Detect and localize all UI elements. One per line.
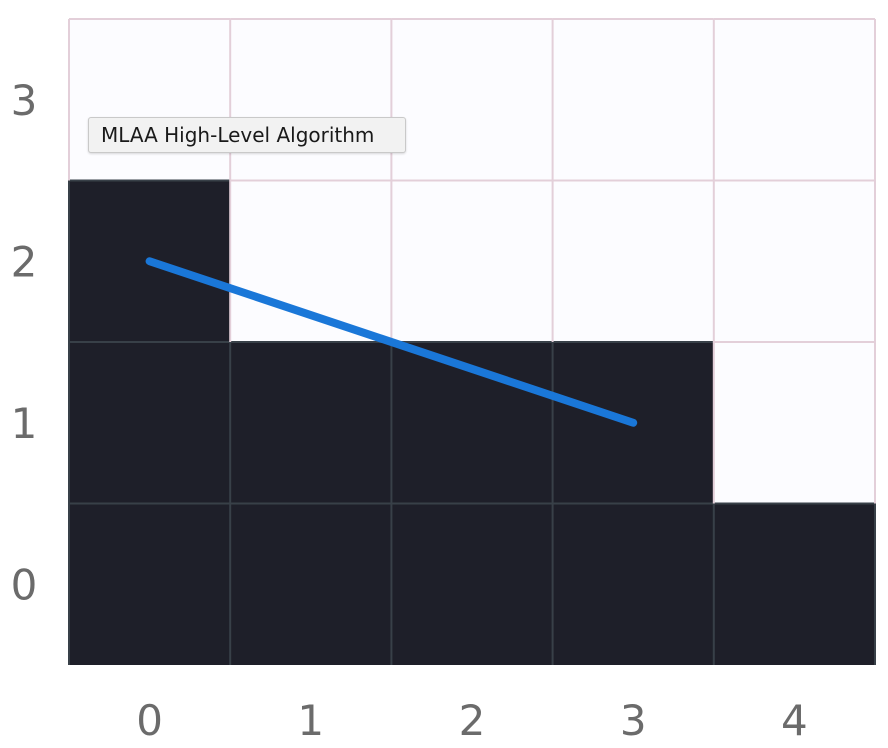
x-tick-label: 4 [781, 696, 808, 745]
x-axis-labels: 0 1 2 3 4 [136, 696, 808, 745]
x-tick-label: 0 [136, 696, 163, 745]
grid-cell [69, 19, 231, 181]
tooltip: MLAA High-Level Algorithm [88, 117, 406, 153]
y-tick-label: 0 [11, 560, 38, 609]
grid-cell [552, 503, 714, 665]
grid-cell [713, 180, 875, 342]
grid-cell [391, 503, 553, 665]
grid-cell [713, 503, 875, 665]
y-axis-labels: 0 1 2 3 [11, 76, 38, 610]
x-tick-label: 1 [297, 696, 324, 745]
grid-cell [69, 342, 231, 504]
y-tick-label: 3 [11, 76, 38, 125]
grid-cells [69, 19, 875, 665]
grid-cell [69, 503, 231, 665]
x-tick-label: 2 [459, 696, 486, 745]
grid-cell [552, 19, 714, 181]
grid-cell [230, 503, 392, 665]
grid-cell [391, 19, 553, 181]
grid-cell [713, 19, 875, 181]
y-tick-label: 2 [11, 237, 38, 286]
grid-cell [230, 19, 392, 181]
edge-line [145, 257, 638, 427]
x-tick-label: 3 [620, 696, 647, 745]
grid-cell [391, 180, 553, 342]
y-tick-label: 1 [11, 399, 38, 448]
grid-cell [552, 180, 714, 342]
grid-cell [230, 342, 392, 504]
grid-lines [68, 18, 876, 665]
grid-cell [713, 342, 875, 504]
